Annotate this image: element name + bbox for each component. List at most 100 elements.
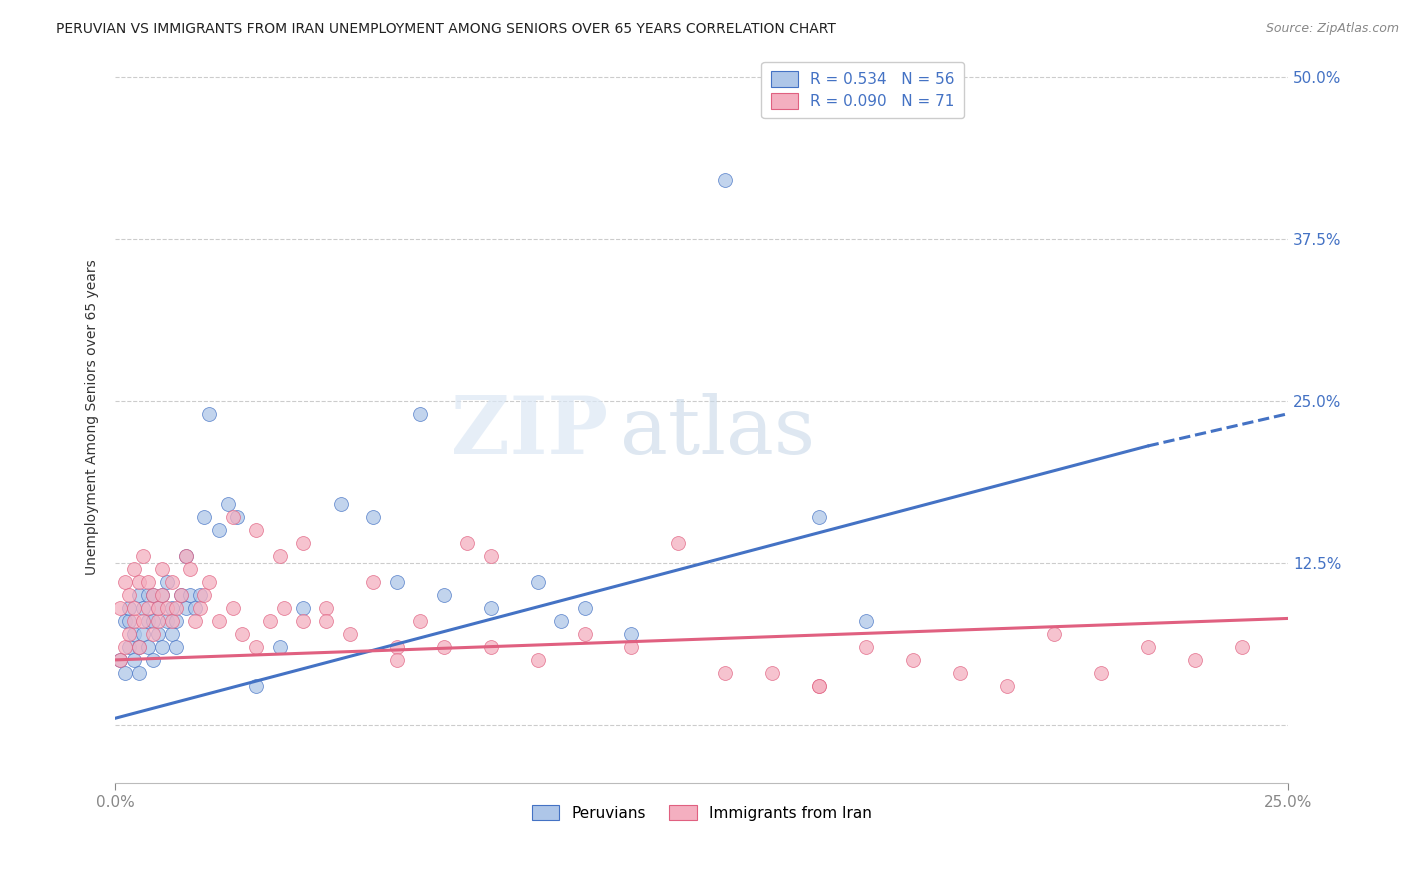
Point <box>128 665 150 680</box>
Point <box>128 575 150 590</box>
Point <box>291 536 314 550</box>
Point <box>269 549 291 564</box>
Point <box>114 640 136 654</box>
Point <box>114 575 136 590</box>
Point <box>385 640 408 654</box>
Point <box>456 536 478 550</box>
Point <box>108 653 131 667</box>
Point <box>179 588 201 602</box>
Point <box>714 173 737 187</box>
Point <box>433 588 456 602</box>
Point <box>136 640 159 654</box>
Point <box>165 640 187 654</box>
Point <box>198 407 221 421</box>
Point <box>207 523 229 537</box>
Point <box>226 510 249 524</box>
Point <box>291 601 314 615</box>
Point <box>165 601 187 615</box>
Point <box>433 640 456 654</box>
Point <box>363 575 385 590</box>
Point <box>128 588 150 602</box>
Point <box>128 640 150 654</box>
Point <box>808 679 831 693</box>
Point <box>198 575 221 590</box>
Point <box>150 588 173 602</box>
Point <box>132 549 155 564</box>
Point <box>479 601 502 615</box>
Point <box>174 601 197 615</box>
Point <box>1043 627 1066 641</box>
Point <box>136 588 159 602</box>
Point <box>620 640 643 654</box>
Text: PERUVIAN VS IMMIGRANTS FROM IRAN UNEMPLOYMENT AMONG SENIORS OVER 65 YEARS CORREL: PERUVIAN VS IMMIGRANTS FROM IRAN UNEMPLO… <box>56 22 837 37</box>
Point <box>315 614 337 628</box>
Point <box>949 665 972 680</box>
Y-axis label: Unemployment Among Seniors over 65 years: Unemployment Among Seniors over 65 years <box>86 259 100 574</box>
Point <box>142 588 165 602</box>
Point <box>193 510 215 524</box>
Point <box>156 614 179 628</box>
Point <box>118 588 141 602</box>
Point <box>118 627 141 641</box>
Point <box>855 614 877 628</box>
Point <box>385 575 408 590</box>
Point <box>122 601 145 615</box>
Point <box>122 627 145 641</box>
Point <box>136 601 159 615</box>
Point <box>114 665 136 680</box>
Point <box>259 614 281 628</box>
Point <box>184 614 207 628</box>
Point <box>221 510 243 524</box>
Point <box>114 614 136 628</box>
Point <box>269 640 291 654</box>
Point <box>193 588 215 602</box>
Point <box>550 614 572 628</box>
Point <box>409 614 432 628</box>
Point <box>108 601 131 615</box>
Point <box>170 588 193 602</box>
Point <box>132 614 155 628</box>
Point <box>666 536 689 550</box>
Point <box>385 653 408 667</box>
Point <box>136 614 159 628</box>
Point <box>761 665 783 680</box>
Point <box>122 562 145 576</box>
Point <box>526 575 548 590</box>
Point <box>122 653 145 667</box>
Point <box>108 653 131 667</box>
Point <box>574 627 596 641</box>
Point <box>995 679 1018 693</box>
Point <box>1184 653 1206 667</box>
Point <box>339 627 361 641</box>
Point <box>574 601 596 615</box>
Point <box>363 510 385 524</box>
Point <box>188 601 211 615</box>
Point <box>808 510 831 524</box>
Legend: Peruvians, Immigrants from Iran: Peruvians, Immigrants from Iran <box>526 798 877 827</box>
Point <box>620 627 643 641</box>
Point <box>160 627 183 641</box>
Text: atlas: atlas <box>620 392 815 470</box>
Point <box>273 601 295 615</box>
Text: Source: ZipAtlas.com: Source: ZipAtlas.com <box>1265 22 1399 36</box>
Point <box>160 601 183 615</box>
Point <box>174 549 197 564</box>
Point <box>174 549 197 564</box>
Point <box>142 588 165 602</box>
Text: ZIP: ZIP <box>451 392 607 470</box>
Point <box>217 497 239 511</box>
Point <box>132 601 155 615</box>
Point <box>855 640 877 654</box>
Point <box>526 653 548 667</box>
Point <box>245 679 267 693</box>
Point <box>245 640 267 654</box>
Point <box>142 653 165 667</box>
Point <box>118 601 141 615</box>
Point <box>808 679 831 693</box>
Point <box>315 601 337 615</box>
Point <box>188 588 211 602</box>
Point <box>901 653 924 667</box>
Point <box>231 627 253 641</box>
Point <box>479 640 502 654</box>
Point <box>146 601 169 615</box>
